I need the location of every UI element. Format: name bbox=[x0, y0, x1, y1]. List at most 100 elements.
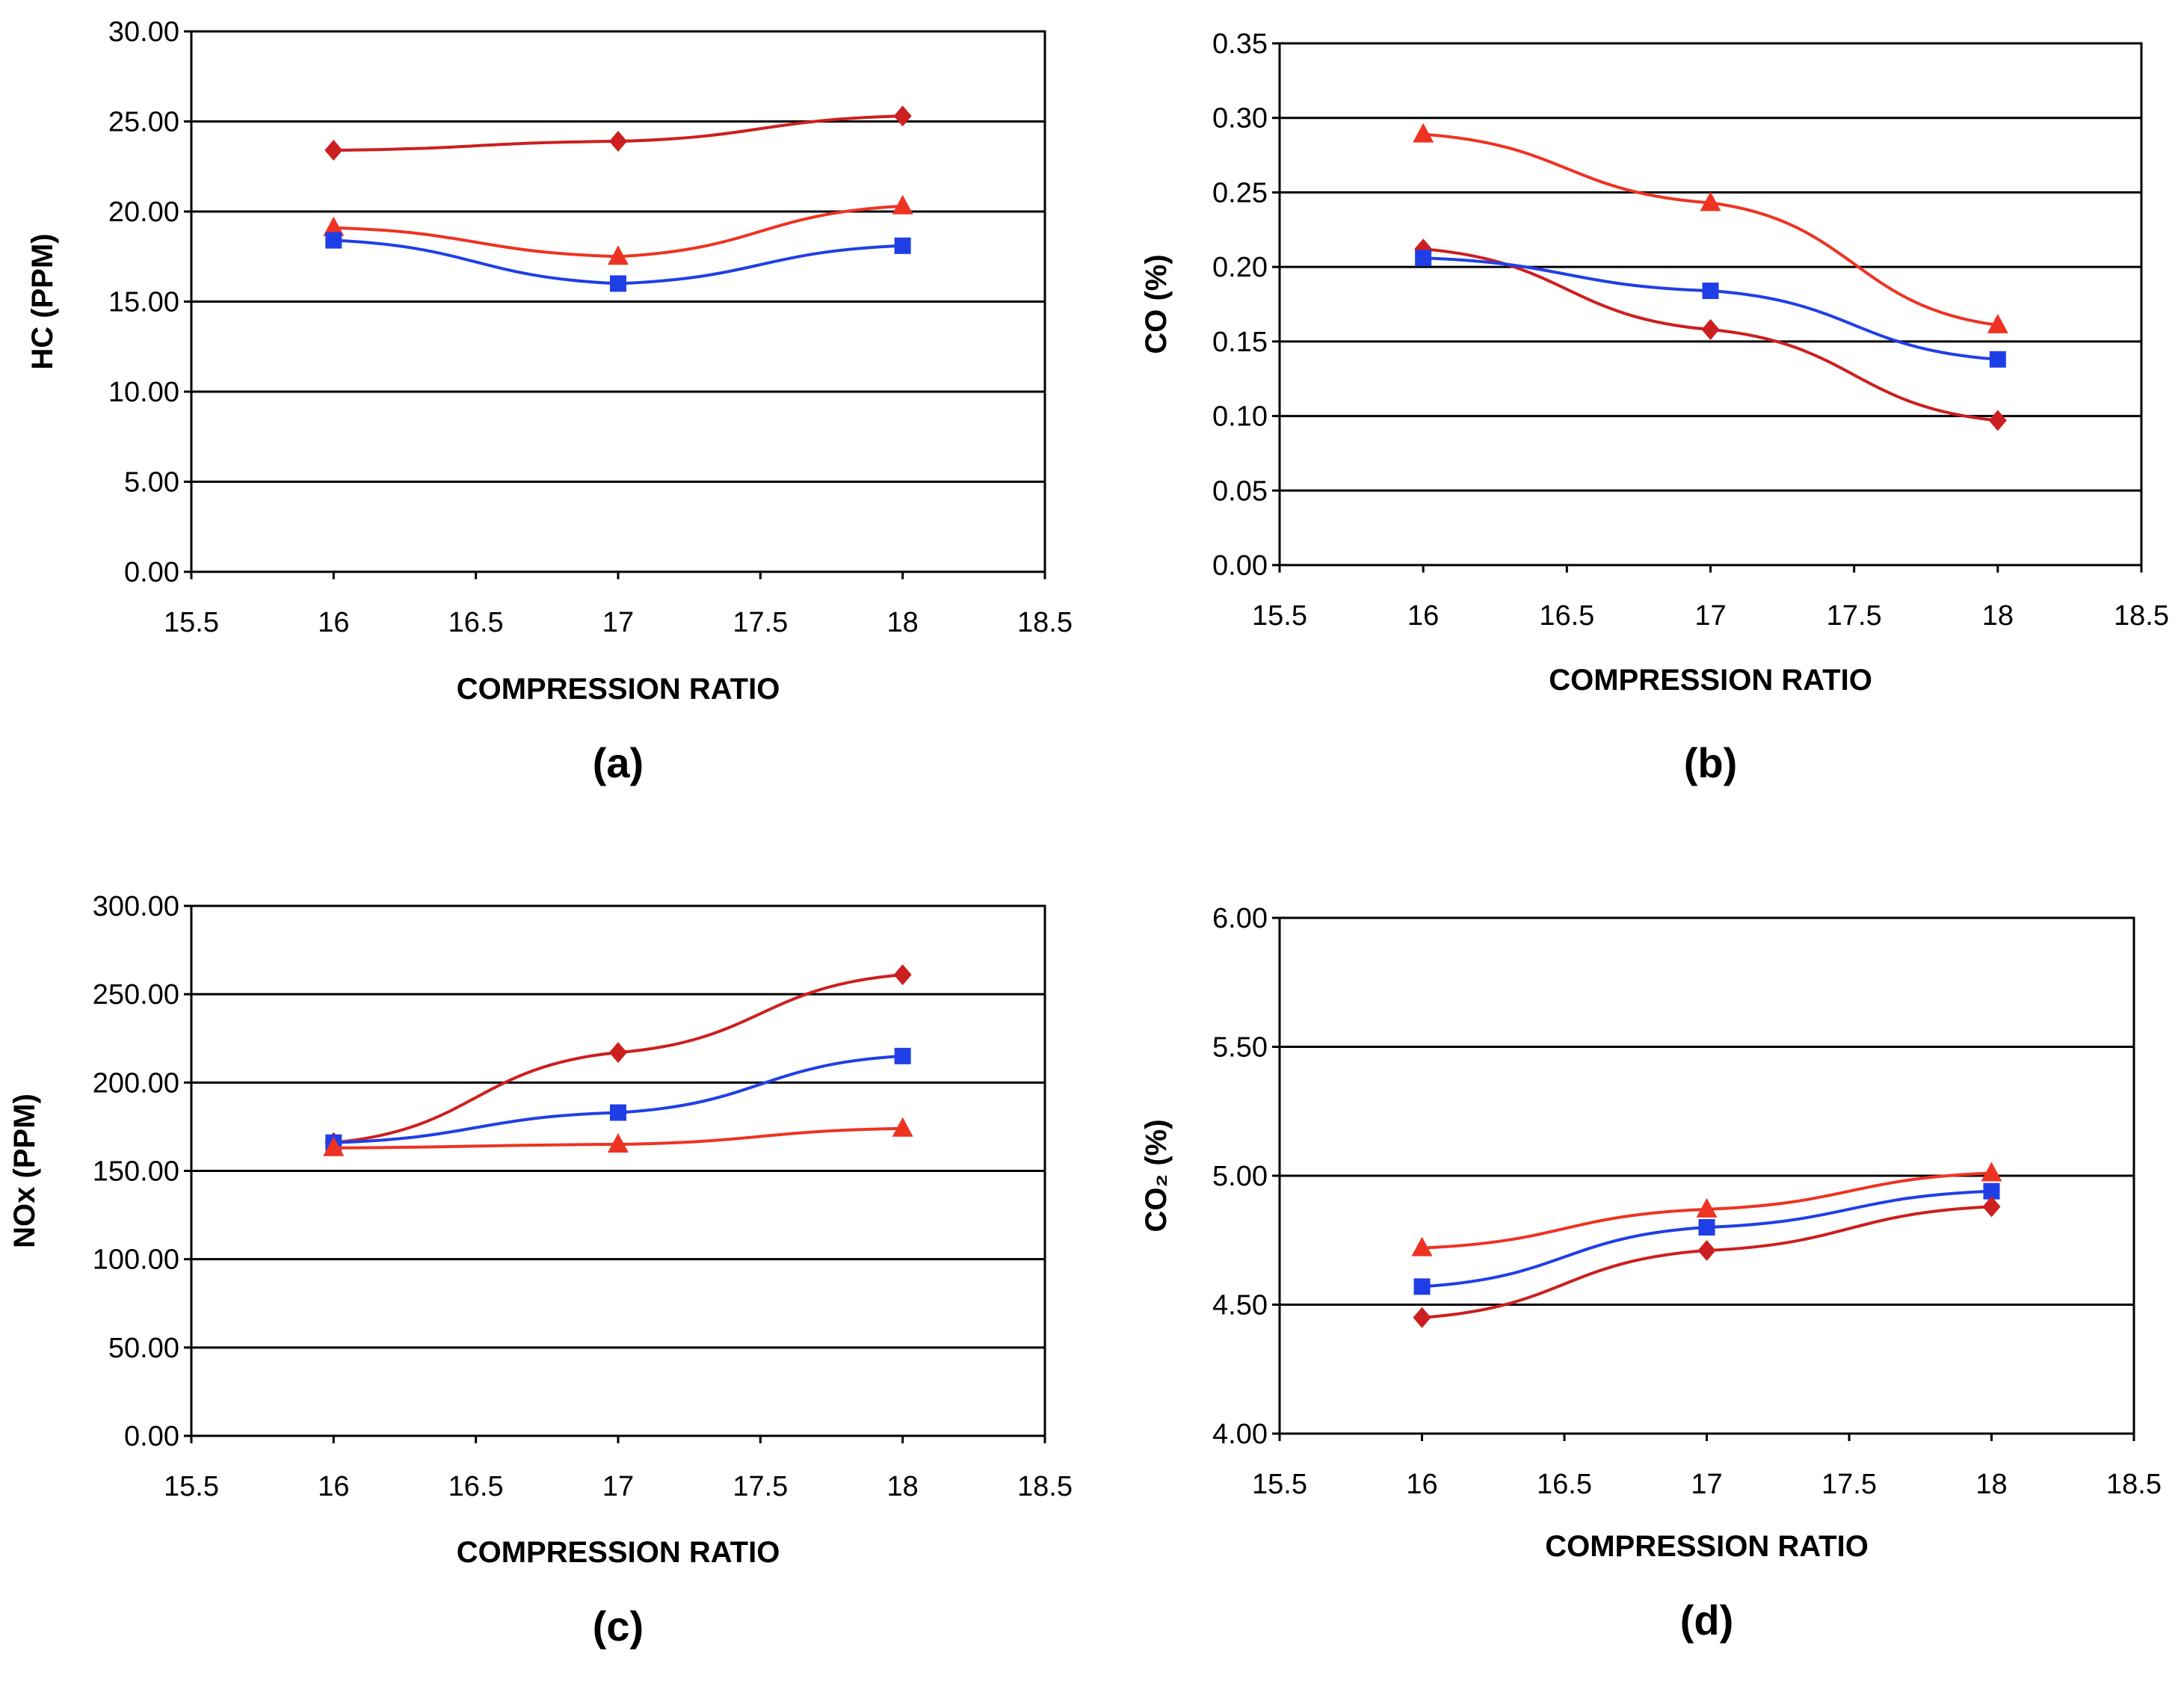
panel-d-y-tick-label: 5.00 bbox=[1212, 1161, 1268, 1192]
panel-c-square-series-line bbox=[333, 1054, 903, 1144]
panel-c-triangle-point bbox=[323, 1136, 345, 1156]
panel-a-x-tick-label: 17.5 bbox=[732, 607, 788, 638]
panel-a-y-axis-title: HC (PPM) bbox=[26, 233, 59, 369]
panel-b-x-tick-label: 15.5 bbox=[1252, 600, 1307, 632]
panel-d-x-tick-label: 16.5 bbox=[1537, 1469, 1592, 1500]
panel-d-square-point bbox=[1983, 1182, 2000, 1200]
panel-b-y-tick-label: 0.20 bbox=[1212, 252, 1268, 283]
panel-b-square-point bbox=[1702, 283, 1719, 300]
panel-b-x-tick-label: 18.5 bbox=[2114, 600, 2169, 632]
panel-a-x-tick-label: 17 bbox=[602, 607, 634, 638]
panel-b-y-tick-label: 0.05 bbox=[1212, 475, 1268, 507]
panel-b-y-axis-title: CO (%) bbox=[1140, 254, 1173, 354]
panel-c-x-axis-title: COMPRESSION RATIO bbox=[457, 1536, 780, 1569]
panel-d-diamond-point bbox=[1413, 1307, 1431, 1328]
panel-c-x-tick-label: 17.5 bbox=[732, 1471, 788, 1502]
panel-a-y-tick-label: 15.00 bbox=[108, 287, 179, 318]
panel-b-x-tick-label: 17 bbox=[1694, 600, 1726, 632]
panel-c-x-tick-label: 18 bbox=[887, 1471, 919, 1502]
panel-d-y-axis-title: CO₂ (%) bbox=[1140, 1119, 1173, 1232]
panel-c-label: (c) bbox=[593, 1603, 644, 1650]
panel-c-y-tick-label: 150.00 bbox=[93, 1156, 179, 1188]
panel-c-x-tick-label: 17 bbox=[602, 1471, 634, 1502]
panel-c-y-axis-title: NOx (PPM) bbox=[8, 1094, 41, 1248]
panel-a-x-tick-label: 18 bbox=[887, 607, 919, 638]
panel-b-diamond-point bbox=[1701, 318, 1720, 340]
panel-c-diamond-point bbox=[609, 1042, 627, 1064]
panel-b-y-tick-label: 0.10 bbox=[1212, 401, 1268, 433]
panel-b-x-axis-title: COMPRESSION RATIO bbox=[1549, 664, 1872, 697]
panel-d-y-tick-label: 5.50 bbox=[1212, 1032, 1268, 1064]
panel-c-square-point bbox=[610, 1104, 626, 1121]
panel-b-triangle-point bbox=[1413, 123, 1434, 143]
panel-d-square-point bbox=[1413, 1278, 1431, 1295]
panel-b-y-tick-label: 0.35 bbox=[1212, 28, 1268, 60]
panel-d-x-tick-label: 15.5 bbox=[1252, 1469, 1307, 1500]
panel-c-triangle-point bbox=[608, 1133, 629, 1153]
panel-a-x-tick-label: 15.5 bbox=[164, 607, 219, 638]
panel-b-y-tick-label: 0.30 bbox=[1212, 103, 1268, 135]
panel-c-x-tick-label: 16.5 bbox=[448, 1471, 504, 1502]
panel-d-y-tick-label: 4.00 bbox=[1212, 1419, 1268, 1450]
panel-b-x-tick-label: 16.5 bbox=[1539, 600, 1594, 632]
panel-a-x-tick-label: 18.5 bbox=[1017, 607, 1073, 638]
panel-b-plot-frame bbox=[1278, 42, 2143, 567]
panel-a-diamond-point bbox=[324, 140, 343, 161]
panel-a-triangle-point bbox=[608, 245, 629, 265]
panel-a-diamond-point bbox=[893, 105, 912, 127]
panel-c-y-tick-label: 50.00 bbox=[108, 1333, 179, 1364]
panel-d-y-tick-label: 6.00 bbox=[1212, 903, 1268, 934]
panel-b-triangle-point bbox=[1987, 313, 2008, 333]
panel-c-y-tick-label: 200.00 bbox=[93, 1067, 179, 1099]
panel-c-y-tick-label: 300.00 bbox=[93, 891, 179, 922]
panel-a-x-tick-label: 16.5 bbox=[448, 607, 504, 638]
panel-a-x-tick-label: 16 bbox=[318, 607, 349, 638]
panel-c-x-tick-label: 15.5 bbox=[164, 1471, 219, 1502]
panel-b-y-tick-label: 0.25 bbox=[1212, 177, 1268, 209]
panel-b-square-series-line bbox=[1423, 256, 1998, 361]
panel-c-y-tick-label: 250.00 bbox=[93, 979, 179, 1011]
panel-b-x-tick-label: 18 bbox=[1982, 600, 2014, 632]
panel-d-diamond-point bbox=[1697, 1240, 1716, 1262]
panel-d-y-tick-label: 4.50 bbox=[1212, 1290, 1268, 1321]
panel-a-triangle-point bbox=[323, 216, 345, 236]
panel-d-diamond-point bbox=[1982, 1196, 2001, 1218]
panel-b-label: (b) bbox=[1684, 739, 1738, 786]
panel-b-y-tick-label: 0.00 bbox=[1212, 550, 1268, 582]
panel-d-square-point bbox=[1698, 1219, 1715, 1236]
panel-d-label: (d) bbox=[1680, 1597, 1734, 1644]
panel-c-square-point bbox=[894, 1047, 911, 1064]
panel-a-label: (a) bbox=[593, 739, 644, 786]
panel-c-chart: 0.00 50.00 100.00 150.00 200.00 250.00 300.00 1… bbox=[8, 891, 1073, 1650]
panel-a-y-tick-label: 25.00 bbox=[108, 107, 179, 138]
panel-d-x-tick-label: 18 bbox=[1975, 1469, 2007, 1500]
panel-d-chart: 4.00 4.50 5.00 5.50 6.00 15.5 16 16.5 17 17.5 18 18… bbox=[1140, 903, 2162, 1644]
panel-d-x-tick-label: 18.5 bbox=[2106, 1469, 2162, 1500]
panel-a-chart: 0.00 5.00 10.00 15.00 20.00 25.00 30.00 15.5 16 1… bbox=[26, 16, 1073, 786]
panel-b-y-tick-label: 0.15 bbox=[1212, 327, 1268, 358]
panel-a-diamond-point bbox=[609, 131, 627, 152]
panel-c-diamond-point bbox=[893, 964, 912, 986]
panel-a-y-tick-label: 0.00 bbox=[124, 557, 179, 588]
panel-a-square-point bbox=[610, 275, 626, 292]
panel-d-triangle-point bbox=[1696, 1197, 1718, 1218]
panel-c-x-tick-label: 18.5 bbox=[1017, 1471, 1073, 1502]
panel-a-y-tick-label: 5.00 bbox=[124, 467, 179, 499]
panel-a-triangle-point bbox=[892, 194, 913, 215]
panel-d-triangle-point bbox=[1981, 1162, 2002, 1182]
panel-d-x-tick-label: 17.5 bbox=[1821, 1469, 1877, 1500]
panel-c-y-tick-label: 100.00 bbox=[93, 1245, 179, 1276]
panel-a-square-point bbox=[325, 232, 342, 249]
panel-d-triangle-point bbox=[1411, 1236, 1433, 1256]
panel-a-square-point bbox=[894, 237, 911, 254]
panel-c-x-tick-label: 16 bbox=[318, 1471, 349, 1502]
panel-b-x-tick-label: 17.5 bbox=[1827, 600, 1882, 632]
panel-a-y-tick-label: 20.00 bbox=[108, 197, 179, 228]
panel-b-square-point bbox=[1989, 351, 2006, 368]
panel-a-x-axis-title: COMPRESSION RATIO bbox=[457, 673, 780, 706]
panel-b-chart: 0.00 0.05 0.10 0.15 0.20 0.25 0.30 0.35 15.5 16 16… bbox=[1140, 28, 2169, 786]
panel-d-x-tick-label: 16 bbox=[1406, 1469, 1437, 1500]
panel-c-triangle-point bbox=[892, 1117, 913, 1137]
panel-a-y-tick-label: 30.00 bbox=[108, 16, 179, 48]
